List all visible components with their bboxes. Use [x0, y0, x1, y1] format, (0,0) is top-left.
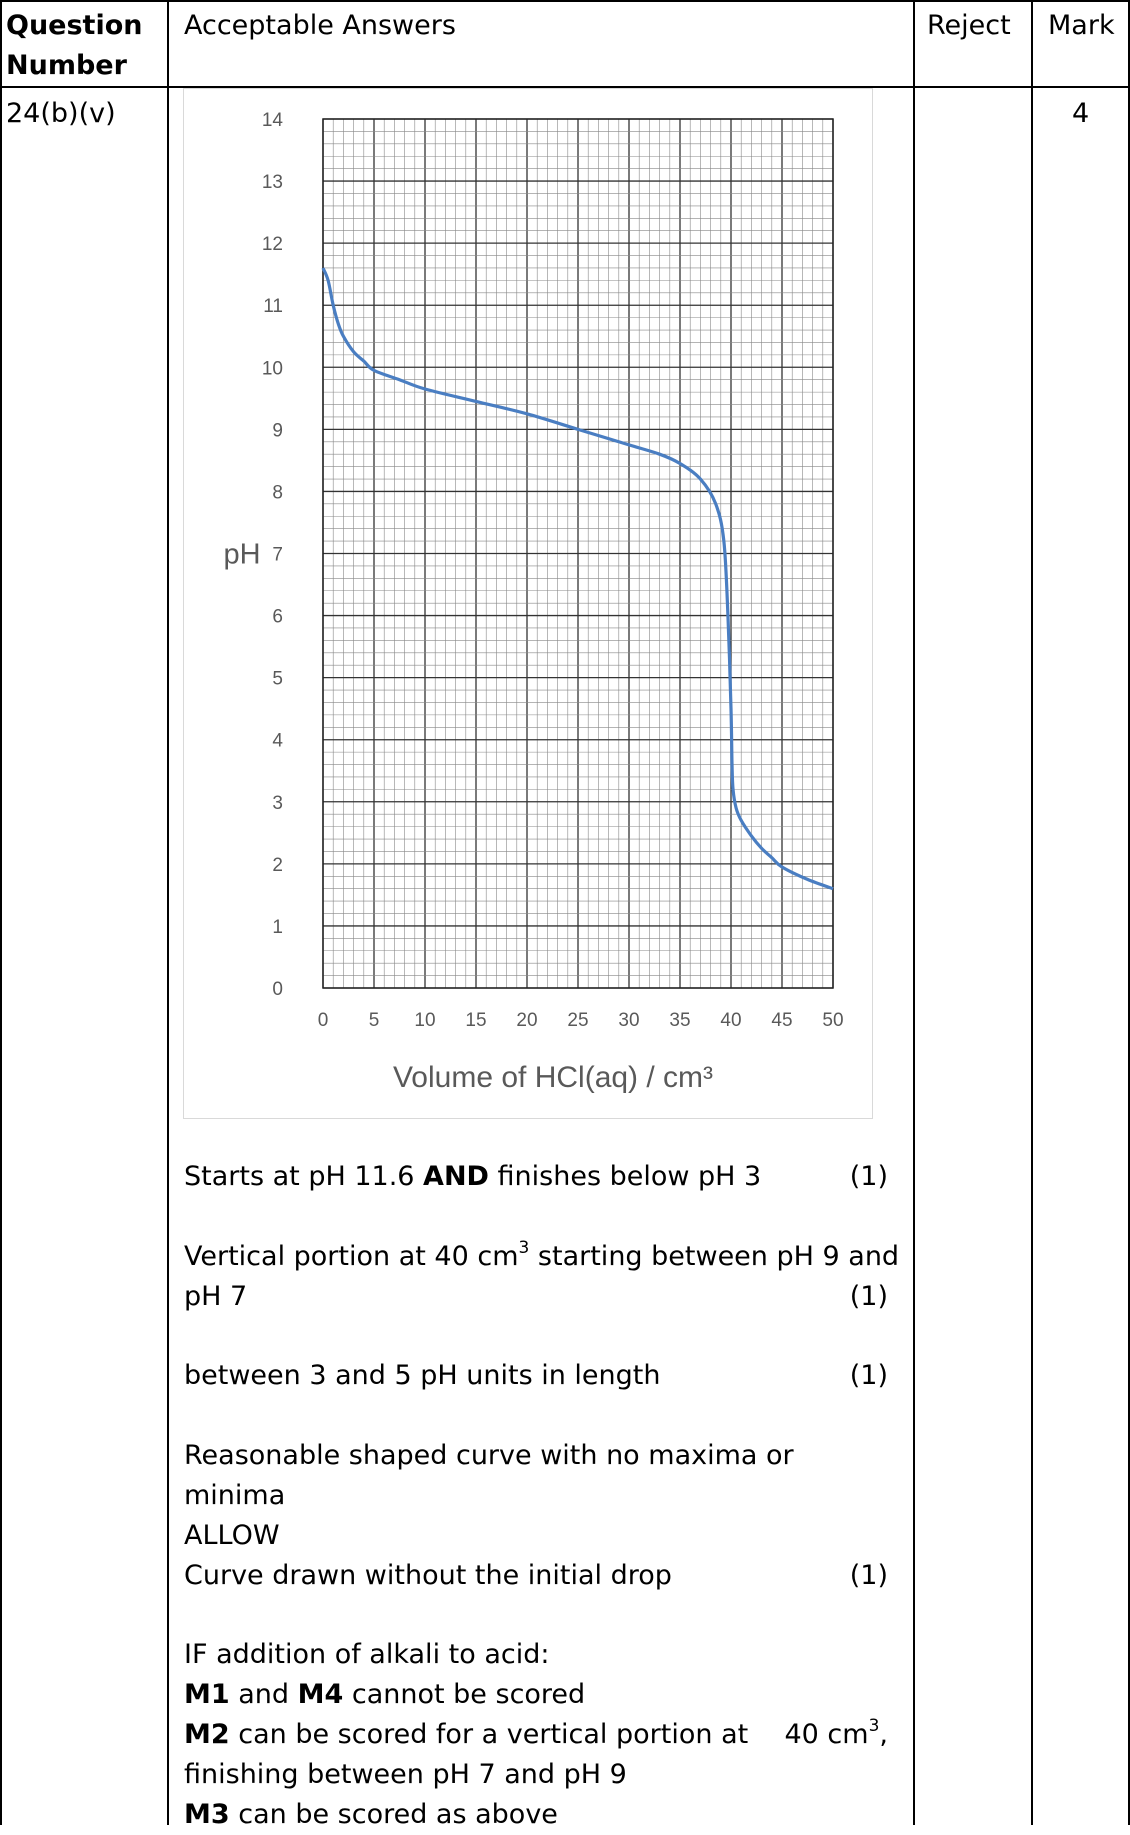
mark-point-m4: M4 — [297, 1679, 344, 1710]
column-divider-1 — [167, 0, 169, 1825]
y-tick-label: 9 — [272, 420, 283, 441]
answer-text: can be scored for a vertical portion at — [229, 1719, 749, 1750]
mark-point-m1: M1 — [184, 1679, 230, 1710]
answer-text: ALLOW — [184, 1520, 280, 1551]
x-tick-label: 15 — [465, 1010, 486, 1031]
x-tick-label: 10 — [414, 1010, 435, 1031]
header-reject: Reject — [927, 10, 1011, 41]
y-tick-label: 3 — [272, 793, 283, 814]
x-tick-label: 25 — [567, 1010, 588, 1031]
superscript: 3 — [518, 1238, 530, 1258]
header-divider — [0, 86, 1130, 88]
answer-point-5: IF addition of alkali to acid: M1 and M4… — [184, 1635, 904, 1835]
header-mark: Mark — [1048, 10, 1115, 41]
answer-text: 40 cm — [784, 1719, 869, 1750]
y-tick-label: 12 — [262, 234, 283, 255]
y-tick-label: 7 — [272, 545, 283, 566]
superscript: 3 — [868, 1716, 880, 1736]
x-axis-label: Volume of HCl(aq) / cm³ — [393, 1061, 713, 1094]
plot-border — [322, 118, 834, 989]
answer-text: pH 7 — [184, 1281, 248, 1312]
volume-value: 40 cm3, — [784, 1715, 888, 1755]
titration-curve-line — [321, 267, 834, 891]
titration-curve-chart: 0 5 10 15 20 25 30 35 40 45 50 0 1 2 3 4 5 6 7 8 9 10 11 12 13 14… — [183, 88, 873, 1119]
answer-text: Curve drawn without the initial drop — [184, 1560, 672, 1591]
mark-cell: 4 — [1072, 98, 1090, 129]
answer-text: finishing between pH 7 and pH 9 — [184, 1759, 627, 1790]
header-question-number: Question Number — [6, 10, 143, 81]
mark-point-m3: M3 — [184, 1799, 230, 1830]
mark-allocation: (1) — [849, 1560, 888, 1591]
y-tick-label: 8 — [272, 482, 283, 503]
question-number-cell: 24(b)(v) — [6, 98, 116, 129]
y-tick-label: 10 — [262, 358, 283, 379]
answer-point-1: Starts at pH 11.6 AND finishes below pH … — [184, 1157, 904, 1197]
answer-text: Starts at pH 11.6 — [184, 1161, 424, 1192]
column-divider-2 — [913, 0, 915, 1825]
answer-point-2: Vertical portion at 40 cm3 starting betw… — [184, 1237, 904, 1317]
answer-text: can be scored as above — [229, 1799, 558, 1830]
table-left-border — [0, 0, 2, 1825]
mark-allocation: (1) — [849, 1161, 888, 1192]
x-tick-label: 30 — [618, 1010, 639, 1031]
emphasis-and: AND — [423, 1161, 489, 1192]
answer-text: starting between pH 9 and — [529, 1241, 900, 1272]
answer-text: between 3 and 5 pH units in length — [184, 1360, 661, 1391]
x-tick-label: 45 — [771, 1010, 792, 1031]
mark-allocation: (1) — [849, 1360, 888, 1391]
table-top-border — [0, 0, 1130, 2]
answer-text: finishes below pH 3 — [488, 1161, 762, 1192]
x-tick-label: 5 — [369, 1010, 380, 1031]
y-tick-label: 0 — [272, 979, 283, 1000]
mark-allocation: (1) — [849, 1281, 888, 1312]
y-tick-label: 2 — [272, 855, 283, 876]
answer-point-4: Reasonable shaped curve with no maxima o… — [184, 1436, 904, 1596]
answer-text: minima — [184, 1480, 286, 1511]
y-tick-label: 6 — [272, 607, 283, 628]
answer-point-3: between 3 and 5 pH units in length (1) — [184, 1356, 904, 1396]
x-tick-label: 0 — [318, 1010, 329, 1031]
y-tick-label: 5 — [272, 669, 283, 690]
y-axis-label: pH — [223, 539, 260, 571]
answer-text: IF addition of alkali to acid: — [184, 1639, 550, 1670]
y-tick-label: 14 — [262, 110, 284, 131]
x-tick-label: 40 — [720, 1010, 741, 1031]
answer-text: cannot be scored — [343, 1679, 586, 1710]
x-tick-label: 50 — [822, 1010, 843, 1031]
x-tick-label: 20 — [516, 1010, 537, 1031]
header-acceptable-answers: Acceptable Answers — [184, 10, 456, 41]
mark-point-m2: M2 — [184, 1719, 230, 1750]
y-tick-label: 1 — [272, 917, 283, 938]
y-tick-label: 11 — [263, 296, 283, 317]
y-tick-label: 13 — [262, 172, 283, 193]
y-tick-label: 4 — [272, 731, 283, 752]
chart-svg: 0 5 10 15 20 25 30 35 40 45 5001234567891011121314… — [223, 110, 843, 1094]
answer-text: Vertical portion at 40 cm — [184, 1241, 519, 1272]
answer-text: and — [229, 1679, 298, 1710]
answer-text: Reasonable shaped curve with no maxima o… — [184, 1440, 794, 1471]
table-right-border — [1128, 0, 1130, 1825]
x-tick-label: 35 — [669, 1010, 690, 1031]
answer-text: , — [879, 1719, 888, 1750]
column-divider-3 — [1031, 0, 1033, 1825]
